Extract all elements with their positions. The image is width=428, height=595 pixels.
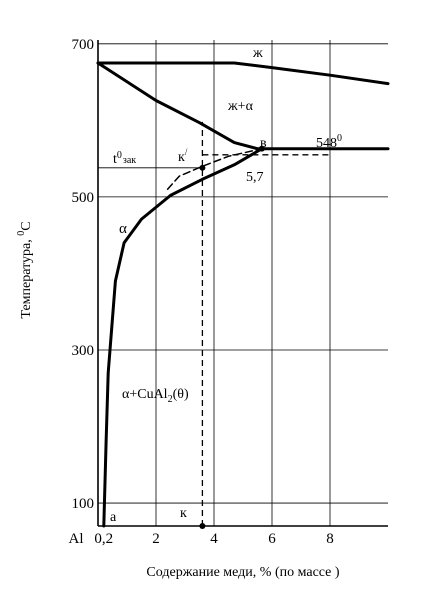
- point-markers: [199, 145, 265, 529]
- y-axis-title-unit: С: [19, 221, 34, 230]
- curve-solvus: [102, 147, 264, 528]
- plot-frame: [97, 40, 388, 527]
- y-tick-label-0: 100: [72, 496, 95, 512]
- y-axis-title-main: Температура,: [19, 236, 34, 319]
- label-k-prime-mark: /: [185, 147, 188, 157]
- y-axis-title-degree: 0: [16, 231, 27, 236]
- label-liquid-alpha: ж+α: [227, 99, 254, 114]
- label-t-zak-sub: зак: [123, 155, 136, 166]
- label-5-7: 5,7: [246, 170, 264, 185]
- label-548-value: 548: [316, 136, 337, 151]
- label-k-prime-letter: к: [178, 150, 185, 165]
- point-k-prime: [199, 164, 206, 171]
- label-liquid: ж: [252, 46, 263, 61]
- x-tick-label-2: 4: [210, 531, 218, 547]
- y-tick-label-1: 300: [72, 343, 95, 359]
- label-alpha-cual2-tail: (θ): [173, 387, 189, 402]
- label-t-zak-t: t: [113, 152, 117, 167]
- label-point-v: в: [260, 136, 267, 151]
- y-tick-label-3: 700: [72, 37, 95, 53]
- x-axis-title: Содержание меди, % (по массе ): [146, 565, 339, 580]
- label-alpha: α: [119, 221, 127, 237]
- label-548-degree: 0: [337, 133, 342, 144]
- curve-quench-boundary: [166, 147, 263, 190]
- label-548: 5480: [316, 133, 342, 151]
- label-point-a: а: [110, 510, 117, 525]
- curve-solidus: [96, 61, 390, 151]
- label-t-zak-degree: 0: [117, 150, 122, 161]
- y-axis-title: Температура, 0С: [16, 221, 34, 318]
- x-tick-label-0: 0,2: [94, 531, 113, 547]
- y-tick-label-2: 500: [72, 190, 95, 206]
- x-tick-label-3: 6: [268, 531, 276, 547]
- phase-curves: [96, 61, 390, 528]
- grid-lines: [98, 40, 388, 526]
- label-alpha-cual2-sub: 2: [168, 394, 173, 405]
- label-alpha-cual2: α+CuAl2(θ): [122, 387, 189, 405]
- x-tick-label-4: 8: [326, 531, 334, 547]
- label-alpha-cual2-main: α+CuAl: [122, 387, 168, 402]
- x-tick-label-1: 2: [152, 531, 160, 547]
- x-origin-label: Al: [69, 531, 84, 547]
- label-t-zak: t0зак: [113, 150, 136, 167]
- label-point-k: к: [180, 506, 187, 521]
- point-v: [258, 145, 265, 152]
- tick-labels: 0,2 2 4 6 8 100 300 500 700: [72, 37, 334, 547]
- point-k: [199, 523, 206, 529]
- label-k-prime: к/: [178, 147, 188, 165]
- curve-liquidus: [96, 61, 390, 86]
- guide-lines: [98, 121, 330, 526]
